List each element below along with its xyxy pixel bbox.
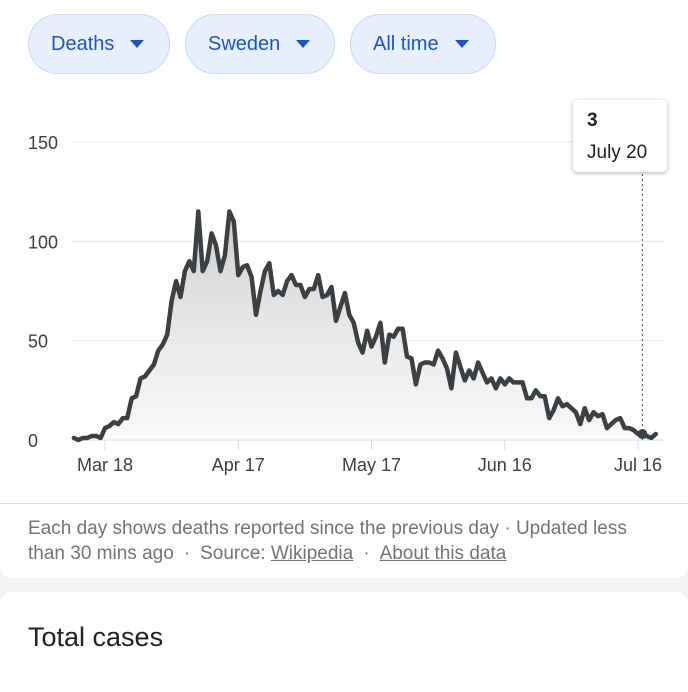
metric-dropdown-label: Deaths bbox=[51, 32, 115, 55]
region-dropdown[interactable]: Sweden bbox=[185, 14, 335, 74]
x-tick-label: Jun 16 bbox=[478, 455, 532, 475]
about-data-link[interactable]: About this data bbox=[379, 543, 507, 564]
y-tick-label: 150 bbox=[28, 133, 58, 153]
y-tick-label: 0 bbox=[28, 431, 38, 451]
wikipedia-link[interactable]: Wikipedia bbox=[270, 543, 354, 564]
x-tick-label: Mar 18 bbox=[77, 455, 133, 475]
chart-footnote: Each day shows deaths reported since the… bbox=[28, 516, 668, 566]
y-tick-label: 100 bbox=[28, 232, 58, 252]
tooltip-value: 3 bbox=[587, 110, 598, 131]
range-dropdown[interactable]: All time bbox=[350, 14, 496, 74]
card-title: Total cases bbox=[28, 622, 164, 652]
total-cases-card[interactable]: Total cases bbox=[0, 592, 688, 692]
chevron-down-icon bbox=[296, 40, 311, 48]
chevron-down-icon bbox=[454, 40, 469, 48]
x-tick-label: Jul 16 bbox=[614, 455, 662, 475]
separator-dot: · bbox=[183, 543, 191, 564]
series-line bbox=[71, 209, 659, 443]
range-dropdown-label: All time bbox=[373, 32, 439, 55]
region-dropdown-label: Sweden bbox=[208, 32, 281, 55]
x-tick-label: May 17 bbox=[342, 455, 401, 475]
divider bbox=[0, 503, 688, 504]
separator-dot: · bbox=[363, 543, 370, 564]
source-label: Source: bbox=[200, 543, 266, 564]
hover-point bbox=[637, 429, 648, 440]
deaths-chart[interactable]: 0 50 100 150 Mar 18 Apr 17 May 17 Jun 16 Jul 16 bbox=[0, 90, 688, 490]
y-tick-label: 50 bbox=[28, 332, 48, 352]
stats-card: Deaths Sweden All time 0 50 100 150 Mar 18 Ap… bbox=[0, 0, 688, 578]
metric-dropdown[interactable]: Deaths bbox=[28, 14, 170, 74]
chart-tooltip: 3 July 20 bbox=[573, 100, 667, 172]
x-tick-label: Apr 17 bbox=[212, 455, 265, 475]
chevron-down-icon bbox=[130, 40, 145, 48]
footnote-text: Each day shows deaths reported since the… bbox=[28, 518, 627, 564]
tooltip-date: July 20 bbox=[587, 142, 648, 163]
